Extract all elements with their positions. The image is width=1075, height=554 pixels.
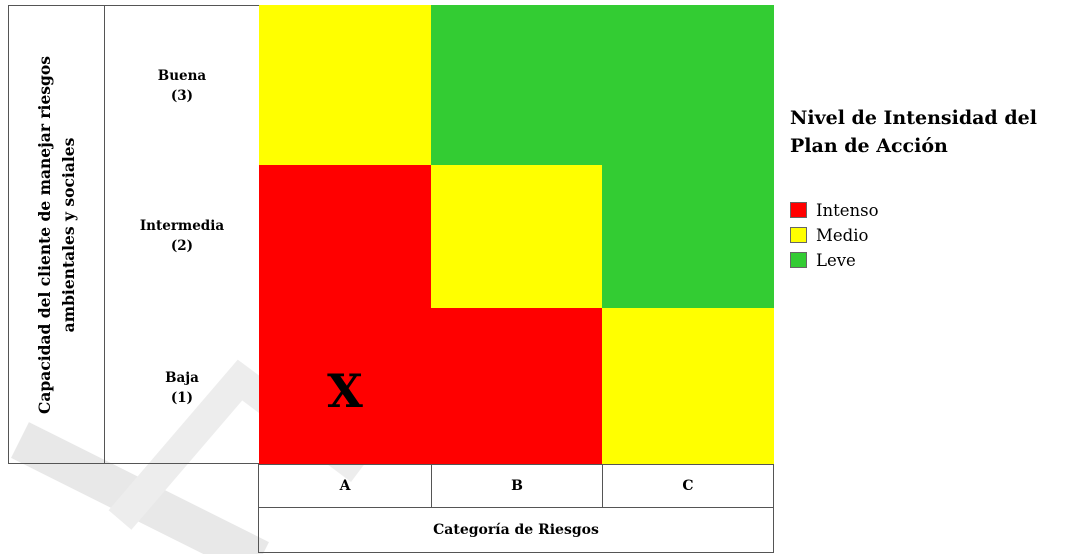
level-label: Baja — [165, 370, 199, 386]
legend-item-intenso: Intenso — [790, 199, 879, 221]
legend-label: Medio — [816, 225, 869, 245]
level-intermedia: Intermedia (2) — [105, 216, 259, 256]
selected-marker: X — [327, 364, 363, 418]
category-a-label: A — [258, 464, 432, 508]
matrix-cell — [259, 165, 431, 464]
y-axis-title-line2: ambientales y sociales — [58, 137, 78, 332]
legend-swatch — [790, 252, 807, 268]
legend-title-line2: Plan de Acción — [790, 135, 948, 157]
level-value: (1) — [170, 390, 194, 406]
legend-swatch — [790, 202, 807, 218]
level-value: (2) — [170, 238, 194, 254]
level-label: Intermedia — [139, 218, 225, 234]
level-value: (3) — [170, 88, 194, 104]
legend-swatch — [790, 227, 807, 243]
level-label: Buena — [157, 68, 207, 84]
legend-item-medio: Medio — [790, 224, 868, 246]
x-axis-title: Categoría de Riesgos — [258, 507, 774, 553]
matrix-cell — [431, 165, 602, 308]
legend-label: Leve — [816, 250, 856, 270]
legend-title-line1: Nivel de Intensidad del — [790, 107, 1037, 129]
matrix-cell — [602, 308, 774, 464]
legend-label: Intenso — [816, 200, 879, 220]
level-buena: Buena (3) — [105, 66, 259, 106]
level-baja: Baja (1) — [105, 368, 259, 408]
matrix-cell — [602, 5, 774, 308]
matrix-cell — [259, 5, 431, 165]
y-axis-title: Capacidad del cliente de manejar riesgos… — [33, 56, 81, 414]
legend-item-leve: Leve — [790, 249, 856, 271]
category-c-label: C — [602, 464, 774, 508]
category-b-label: B — [431, 464, 603, 508]
matrix-cell — [431, 5, 602, 165]
matrix-cell — [431, 308, 602, 464]
y-axis-levels: Buena (3) Intermedia (2) Baja (1) — [104, 5, 260, 464]
y-axis-title-line1: Capacidad del cliente de manejar riesgos — [34, 55, 54, 414]
y-axis-title-box: Capacidad del cliente de manejar riesgos… — [8, 5, 105, 464]
legend-title: Nivel de Intensidad del Plan de Acción — [790, 104, 1075, 160]
